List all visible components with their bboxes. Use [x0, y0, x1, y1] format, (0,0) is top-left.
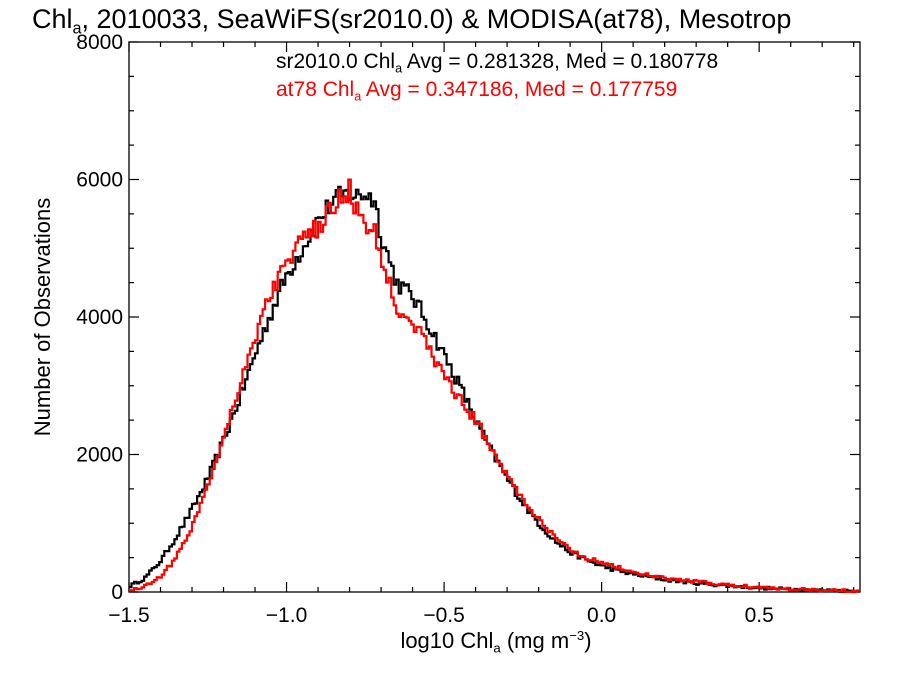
x-tick-label: −0.5	[423, 604, 464, 627]
y-tick-label: 4000	[76, 306, 123, 329]
x-tick-label: 0.0	[587, 604, 616, 627]
y-tick-label: 2000	[76, 444, 123, 467]
chart-title: Chla, 2010033, SeaWiFS(sr2010.0) & MODIS…	[32, 4, 792, 38]
series-line-at78	[129, 178, 860, 593]
axis-frame	[128, 41, 861, 593]
y-tick-label: 8000	[76, 31, 123, 54]
x-tick-label: −1.0	[266, 604, 307, 627]
x-tick-label: −1.5	[108, 604, 149, 627]
x-tick-label: 0.5	[745, 604, 774, 627]
chart-title-wrap: Chla, 2010033, SeaWiFS(sr2010.0) & MODIS…	[0, 0, 900, 40]
y-axis-label: Number of Observations	[30, 197, 55, 437]
y-tick-label: 0	[111, 581, 123, 604]
y-tick-label: 6000	[76, 169, 123, 192]
legend-entry-sr2010: sr2010.0 Chla Avg = 0.281328, Med = 0.18…	[276, 50, 719, 76]
x-axis-label: log10 Chla (mg m−3)	[400, 628, 592, 656]
legend-entry-at78: at78 Chla Avg = 0.347186, Med = 0.177759	[276, 78, 678, 104]
series-line-sr20100	[129, 185, 860, 594]
